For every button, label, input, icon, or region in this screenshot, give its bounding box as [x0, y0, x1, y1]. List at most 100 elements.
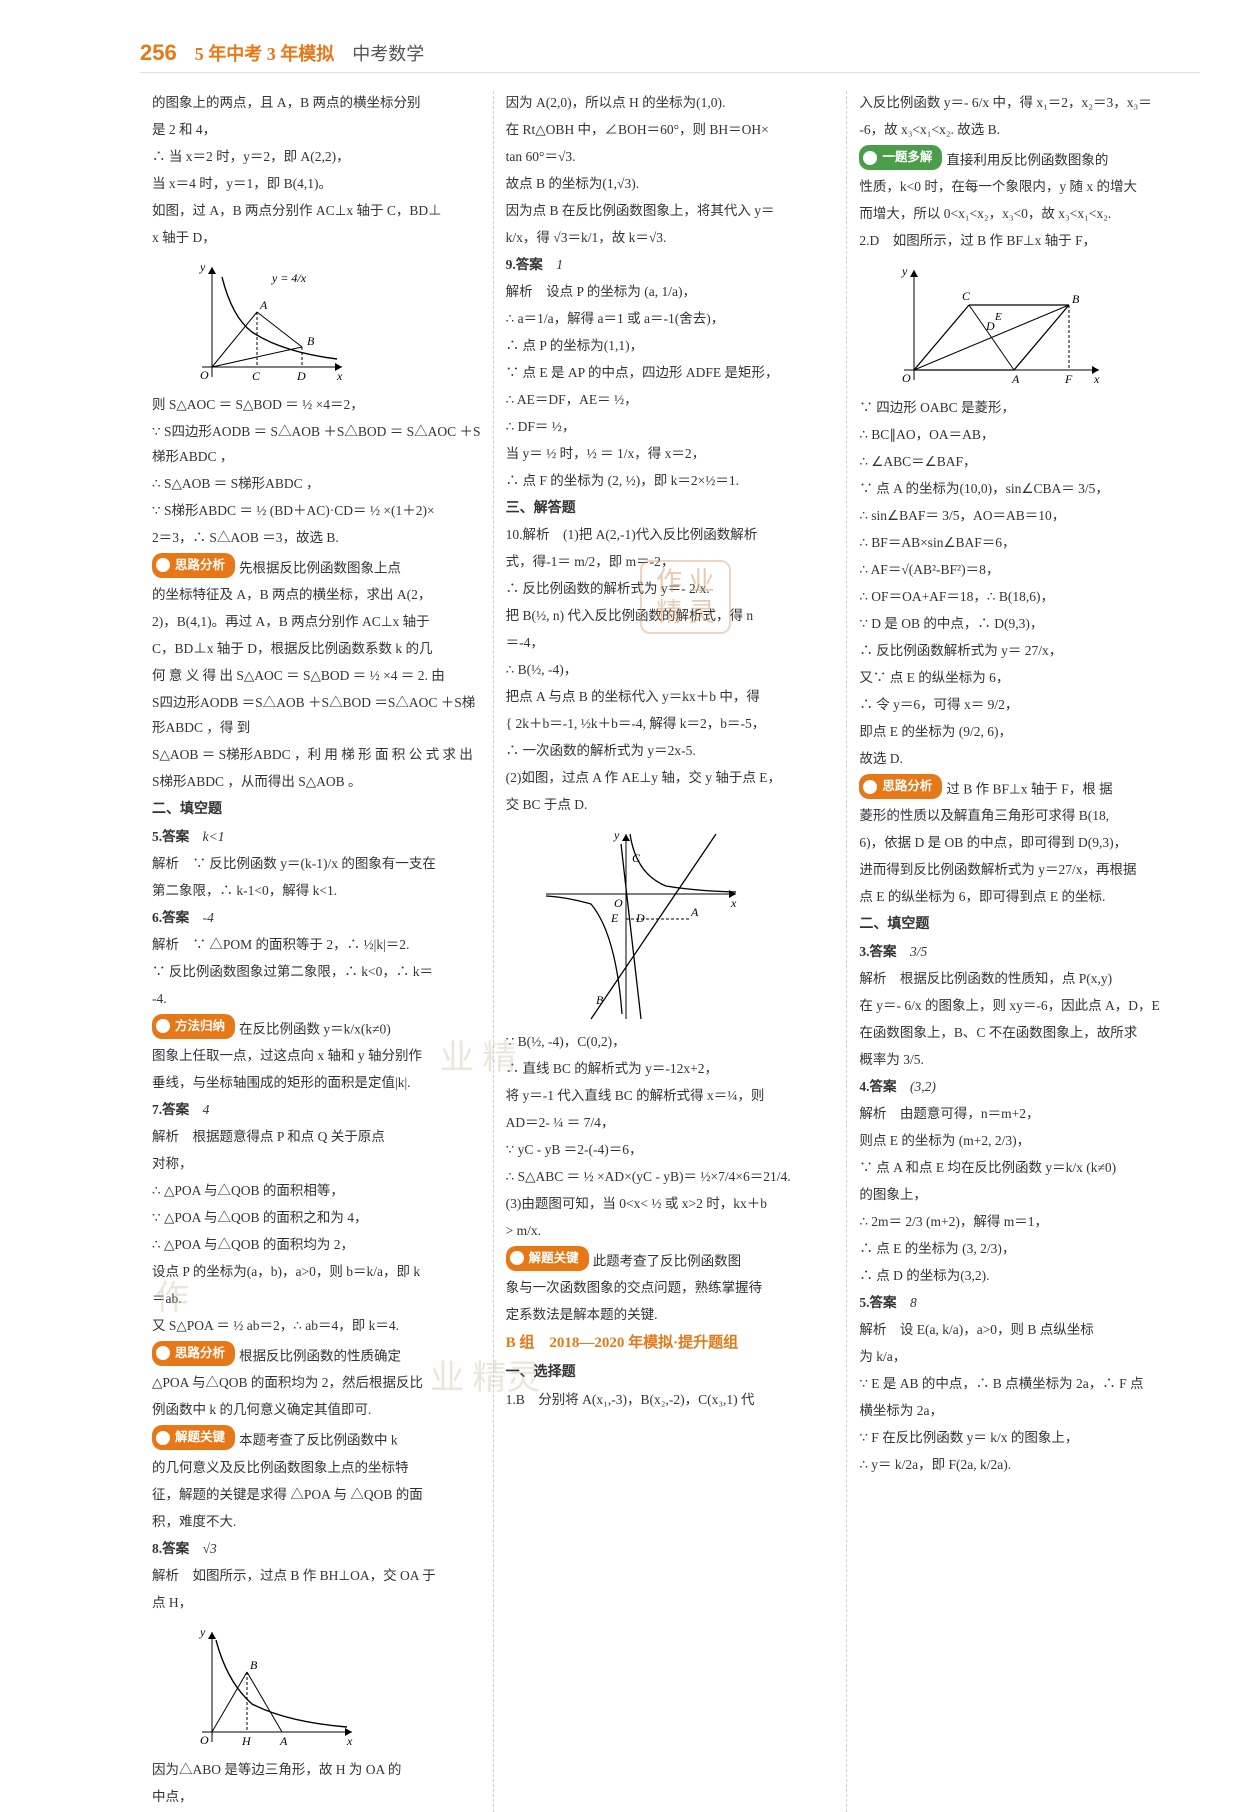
text: ∵ yC - yB ＝2-(-4)＝6，: [506, 1138, 835, 1163]
svg-text:B: B: [307, 334, 315, 348]
text: 6)，依据 D 是 OB 的中点，即可得到 D(9,3)，: [859, 831, 1188, 856]
svg-text:B: B: [250, 1658, 258, 1672]
badge-analysis: 思路分析: [152, 1341, 235, 1366]
text: △POA 与△QOB 的面积均为 2，然后根据反比: [152, 1371, 481, 1396]
svg-text:x: x: [346, 1734, 353, 1748]
text: ∴ 一次函数的解析式为 y＝2x-5.: [506, 739, 835, 764]
text: ∴ 点 E 的坐标为 (3, 2/3)，: [859, 1237, 1188, 1262]
text: 如图，过 A，B 两点分别作 AC⊥x 轴于 C，BD⊥: [152, 199, 481, 224]
text: 又 S△POA ＝ ½ ab＝2，∴ ab＝4，即 k＝4.: [152, 1314, 481, 1339]
svg-text:x: x: [730, 896, 737, 910]
svg-text:F: F: [1064, 372, 1073, 386]
text: 2)，B(4,1)。再过 A，B 两点分别作 AC⊥x 轴于: [152, 610, 481, 635]
text: 象与一次函数图象的交点问题，熟练掌握待: [506, 1276, 835, 1301]
svg-text:C: C: [962, 289, 971, 303]
text: 将 y＝-1 代入直线 BC 的解析式得 x＝¼，则: [506, 1084, 835, 1109]
text: 则 S△AOC ＝ S△BOD ＝ ½ ×4＝2，: [152, 393, 481, 418]
text: ∴ y＝ k/2a，即 F(2a, k/2a).: [859, 1453, 1188, 1478]
text: ∴ 2m＝ 2/3 (m+2)，解得 m＝1，: [859, 1210, 1188, 1235]
text: { 2k＋b＝-1, ½k＋b＝-4, 解得 k＝2，b＝-5，: [506, 712, 835, 737]
q3: 3.答案 3/5: [859, 940, 1188, 965]
text: 图象上任取一点，过这点向 x 轴和 y 轴分别作: [152, 1044, 481, 1069]
svg-text:O: O: [200, 1733, 209, 1747]
text: 当 y＝ ½ 时，½ ＝ 1/x，得 x＝2，: [506, 442, 835, 467]
text: 把点 A 与点 B 的坐标代入 y＝kx＋b 中，得: [506, 685, 835, 710]
text: 解析 根据反比例函数的性质知，点 P(x,y): [859, 967, 1188, 992]
text: ∵ 四边形 OABC 是菱形，: [859, 396, 1188, 421]
text: 中点，: [152, 1785, 481, 1810]
text: 式，得-1＝ m/2，即 m＝-2，: [506, 550, 835, 575]
text: C，BD⊥x 轴于 D，根据反比例函数系数 k 的几: [152, 637, 481, 662]
text: 因为点 B 在反比例函数图象上，将其代入 y＝: [506, 199, 835, 224]
svg-text:x: x: [1093, 372, 1100, 386]
svg-text:O: O: [200, 368, 209, 382]
text: ∴ 直线 BC 的解析式为 y＝-12x+2，: [506, 1057, 835, 1082]
badge-method: 方法归纳: [152, 1014, 235, 1039]
section-choice: 一、选择题: [506, 1360, 835, 1386]
text: ∵ △POA 与△QOB 的面积之和为 4，: [152, 1206, 481, 1231]
text: 征，解题的关键是求得 △POA 与 △QOB 的面: [152, 1483, 481, 1508]
column-3: 入反比例函数 y＝- 6/x 中，得 x₁＝2，x₂＝3，x₃＝ -6，故 x₃…: [847, 91, 1200, 1812]
analysis: 思路分析根据反比例函数的性质确定: [152, 1341, 481, 1370]
badge-analysis: 思路分析: [859, 774, 942, 799]
q5b: 5.答案 8: [859, 1291, 1188, 1316]
figure-equilateral: O x y B H A: [182, 1622, 481, 1752]
text: ∴ B(½, -4)，: [506, 658, 835, 683]
text: ∵ 点 A 和点 E 均在反比例函数 y＝k/x (k≠0): [859, 1156, 1188, 1181]
key: 解题关键本题考查了反比例函数中 k: [152, 1425, 481, 1454]
column-1: 的图象上的两点，且 A，B 两点的横坐标分别 是 2 和 4， ∴ 当 x＝2 …: [140, 91, 494, 1812]
text: 何 意 义 得 出 S△AOC ＝ S△BOD ＝ ½ ×4 ＝ 2. 由: [152, 664, 481, 689]
text: 把 B(½, n) 代入反比例函数的解析式，得 n: [506, 604, 835, 629]
svg-text:E: E: [994, 311, 1002, 323]
section-solve: 三、解答题: [506, 496, 835, 522]
text: 2＝3，∴ S△AOB ＝3，故选 B.: [152, 526, 481, 551]
text: 为 k/a，: [859, 1345, 1188, 1370]
text: ＝ab.: [152, 1287, 481, 1312]
svg-text:O: O: [902, 371, 911, 385]
text: ∴ ∠ABC＝∠BAF，: [859, 450, 1188, 475]
text: ∵ B(½, -4)，C(0,2)，: [506, 1030, 835, 1055]
text: 例函数中 k 的几何意义确定其值即可.: [152, 1398, 481, 1423]
svg-text:B: B: [596, 993, 604, 1007]
text: 在 Rt△OBH 中，∠BOH＝60°，则 BH＝OH×: [506, 118, 835, 143]
text: 进而得到反比例函数解析式为 y＝27/x，再根据: [859, 858, 1188, 883]
text: (3)由题图可知，当 0<x< ½ 或 x>2 时，kx＋b: [506, 1192, 835, 1217]
text: 点 H，: [152, 1591, 481, 1616]
book-title: 5 年中考 3 年模拟: [195, 40, 335, 66]
page-header: 256 5 年中考 3 年模拟 中考数学: [140, 40, 1200, 73]
badge-analysis: 思路分析: [152, 553, 235, 578]
figure-intersection: O x y A E D C B: [536, 824, 835, 1024]
method: 方法归纳在反比例函数 y＝k/x(k≠0): [152, 1014, 481, 1043]
text: ∴ BC∥AO，OA＝AB，: [859, 423, 1188, 448]
text: ∴ 点 P 的坐标为(1,1)，: [506, 334, 835, 359]
text: 又∵ 点 E 的纵坐标为 6，: [859, 666, 1188, 691]
text: S△AOB ＝ S梯形ABDC ，利 用 梯 形 面 积 公 式 求 出: [152, 743, 481, 768]
text: ∴ AF＝√(AB²-BF²)＝8，: [859, 558, 1188, 583]
text: > m/x.: [506, 1219, 835, 1244]
svg-text:A: A: [279, 1734, 288, 1748]
text: 定系数法是解本题的关键.: [506, 1303, 835, 1328]
svg-text:E: E: [610, 911, 619, 925]
text: 解析 设 E(a, k/a)，a>0，则 B 点纵坐标: [859, 1318, 1188, 1343]
group-b-head: B 组 2018—2020 年模拟·提升题组: [506, 1330, 835, 1358]
text: 解析 ∵ △POM 的面积等于 2，∴ ½|k|＝2.: [152, 933, 481, 958]
content-columns: 的图象上的两点，且 A，B 两点的横坐标分别 是 2 和 4， ∴ 当 x＝2 …: [140, 91, 1200, 1812]
text: 性质，k<0 时，在每一个象限内，y 随 x 的增大: [859, 175, 1188, 200]
text: ∴ 当 x＝2 时，y＝2，即 A(2,2)，: [152, 145, 481, 170]
text: 对称，: [152, 1152, 481, 1177]
svg-text:y = 4/x: y = 4/x: [271, 271, 307, 285]
text: 的图象上的两点，且 A，B 两点的横坐标分别: [152, 91, 481, 116]
subject: 中考数学: [352, 40, 424, 66]
q7: 7.答案 4: [152, 1098, 481, 1123]
svg-text:y: y: [901, 264, 908, 278]
text: 交 BC 于点 D.: [506, 793, 835, 818]
text: 点 E 的纵坐标为 6，即可得到点 E 的坐标.: [859, 885, 1188, 910]
text: 是 2 和 4，: [152, 118, 481, 143]
text: ∴ S△ABC ＝ ½ ×AD×(yC - yB)＝ ½×7/4×6＝21/4.: [506, 1165, 835, 1190]
text: x 轴于 D，: [152, 226, 481, 251]
text: ∵ S四边形AODB ＝ S△AOB ＋S△BOD ＝ S△AOC ＋S梯形AB…: [152, 420, 481, 470]
key: 解题关键此题考查了反比例函数图: [506, 1246, 835, 1275]
text: 即点 E 的坐标为 (9/2, 6)，: [859, 720, 1188, 745]
text: -4.: [152, 987, 481, 1012]
text: ∴ S△AOB ＝ S梯形ABDC ，: [152, 472, 481, 497]
